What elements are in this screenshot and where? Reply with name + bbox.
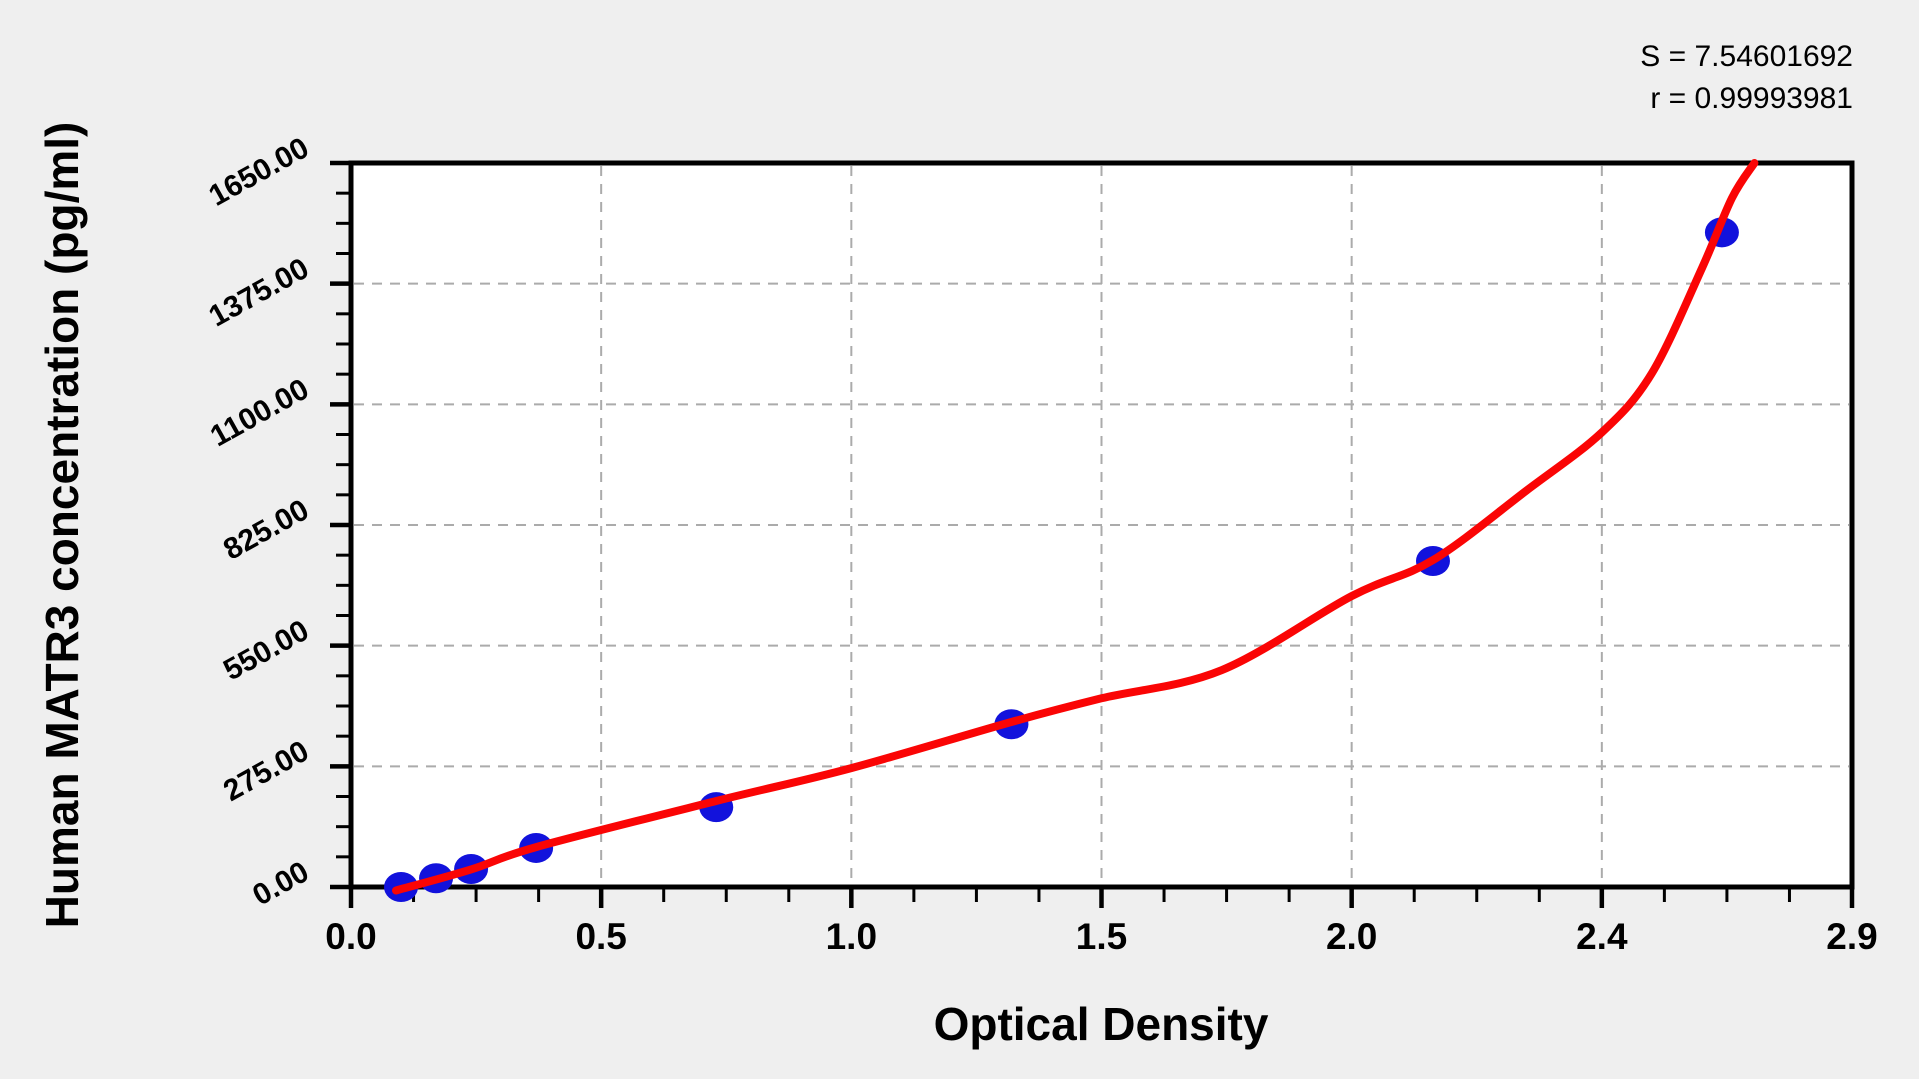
stat-r-value: r = 0.99993981 — [1650, 82, 1853, 115]
y-tick-labels: 0.00 275.00 550.00 825.00 1100.00 1375.00 1650… — [204, 131, 315, 912]
y-tick-label: 275.00 — [218, 735, 314, 808]
y-tick-label: 550.00 — [218, 614, 314, 687]
y-tick-label: 0.00 — [247, 855, 314, 912]
stat-s-value: S = 7.54601692 — [1640, 40, 1853, 73]
y-axis-title: Human MATR3 concentration (pg/ml) — [36, 122, 88, 929]
x-axis-title: Optical Density — [934, 998, 1269, 1050]
y-tick-label: 1375.00 — [204, 252, 315, 333]
x-tick-label: 1.5 — [1076, 916, 1127, 957]
x-tick-labels: 0.0 0.5 1.0 1.5 2.0 2.4 2.9 — [325, 916, 1877, 957]
x-tick-label: 2.0 — [1326, 916, 1377, 957]
x-tick-label: 2.4 — [1576, 916, 1628, 957]
y-tick-label: 1650.00 — [204, 131, 315, 212]
gridlines — [354, 166, 1849, 884]
x-tick-label: 0.0 — [325, 916, 376, 957]
x-tick-label: 0.5 — [575, 916, 626, 957]
fit-curve — [392, 159, 1759, 895]
y-tick-label: 825.00 — [218, 493, 314, 566]
axis-ticks — [330, 160, 1855, 908]
x-tick-label: 1.0 — [826, 916, 877, 957]
x-tick-label: 2.9 — [1826, 916, 1877, 957]
y-tick-label: 1100.00 — [205, 373, 314, 454]
